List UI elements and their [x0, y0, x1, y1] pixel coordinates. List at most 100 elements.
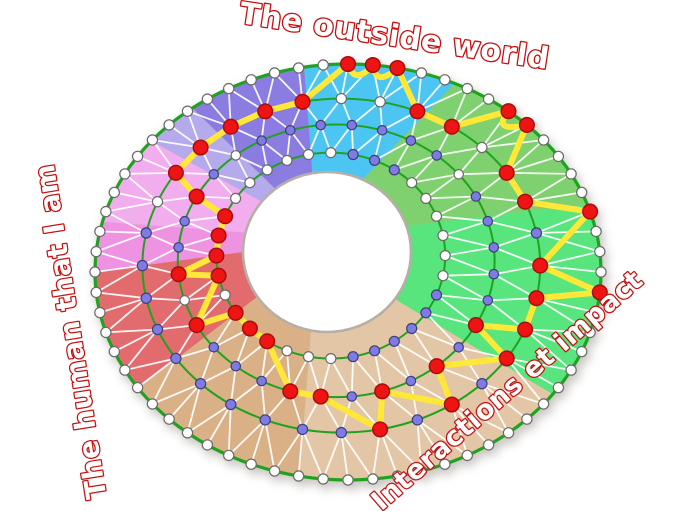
node-purple — [482, 295, 494, 306]
node-purple — [296, 423, 309, 436]
node-white — [244, 177, 256, 189]
mesh-line — [486, 220, 538, 234]
mesh-line — [297, 428, 304, 477]
mesh-line — [105, 200, 159, 213]
node-white — [521, 413, 533, 425]
mesh-line — [260, 380, 267, 421]
mesh-line — [524, 172, 572, 203]
mesh-line — [379, 72, 423, 103]
node-red — [517, 321, 534, 338]
score-path — [172, 61, 603, 433]
node-white — [374, 96, 386, 108]
mesh-line — [409, 380, 419, 421]
node-purple — [476, 378, 488, 390]
mesh-line — [435, 294, 477, 327]
mesh-line — [329, 124, 353, 154]
node-red — [227, 304, 244, 321]
node-purple — [170, 352, 182, 365]
node-purple — [259, 414, 271, 426]
mesh-line — [124, 171, 177, 175]
node-white — [439, 250, 451, 262]
mesh-line — [186, 382, 202, 434]
mesh-line — [350, 355, 355, 398]
node-white — [181, 427, 194, 439]
node-white — [131, 150, 144, 163]
node-white — [94, 225, 106, 238]
node-white — [163, 119, 175, 131]
mesh-line — [350, 100, 382, 126]
node-white — [151, 195, 164, 208]
mesh-line — [373, 349, 412, 382]
node-white — [430, 210, 443, 222]
node-white — [245, 74, 257, 86]
mesh-line — [416, 418, 446, 466]
mesh-line — [410, 327, 460, 349]
mesh-line — [371, 428, 382, 480]
mesh-line — [322, 431, 343, 480]
node-white — [281, 154, 293, 166]
mesh-line — [322, 64, 343, 100]
node-white — [502, 427, 515, 439]
node-red — [339, 55, 357, 73]
node-white — [437, 270, 449, 282]
node-red — [518, 116, 535, 133]
mesh-line — [151, 357, 177, 405]
mesh-line — [435, 294, 489, 302]
mesh-line — [124, 357, 177, 372]
mesh-line — [168, 382, 202, 421]
mesh-line — [416, 87, 469, 113]
node-purple — [470, 191, 482, 202]
mesh-line — [435, 365, 483, 385]
mesh-line — [105, 210, 148, 234]
node-white — [292, 470, 305, 482]
node-white — [461, 449, 473, 462]
node-purple — [347, 351, 359, 363]
mesh-line — [480, 382, 510, 434]
node-white — [100, 326, 112, 339]
mesh-line — [373, 139, 412, 162]
node-purple — [225, 398, 237, 411]
mesh-line — [444, 246, 495, 257]
node-white — [415, 67, 428, 79]
node-red — [591, 284, 608, 301]
mesh-line — [535, 297, 597, 314]
mesh-line — [264, 418, 276, 472]
node-red — [443, 396, 460, 413]
mesh-line — [393, 154, 438, 171]
node-white — [406, 177, 418, 189]
mesh-line — [199, 365, 237, 385]
node-white — [565, 364, 577, 376]
node-white — [317, 59, 329, 71]
node-white — [268, 67, 281, 79]
mesh-line — [505, 357, 560, 389]
mesh-line — [95, 232, 148, 253]
node-red — [517, 193, 534, 210]
node-white — [576, 345, 588, 358]
mesh-line — [424, 195, 477, 200]
node-white — [584, 326, 596, 339]
mesh-line — [186, 403, 232, 434]
node-purple — [136, 259, 149, 272]
node-white — [476, 141, 488, 154]
node-red — [498, 350, 515, 367]
node-purple — [179, 215, 190, 227]
node-white — [537, 134, 550, 146]
node-red — [374, 383, 391, 400]
node-purple — [406, 322, 418, 335]
node-purple — [488, 242, 500, 253]
mesh-line — [113, 328, 159, 353]
node-red — [428, 358, 445, 375]
mesh-line — [457, 346, 483, 385]
node-purple — [388, 335, 400, 347]
mesh-line — [442, 234, 495, 249]
mesh-line — [379, 428, 423, 472]
node-purple — [430, 289, 443, 301]
node-red — [294, 93, 311, 110]
node-white — [222, 449, 235, 462]
node-purple — [335, 426, 347, 439]
mesh-line — [450, 403, 490, 446]
mesh-line — [234, 154, 269, 171]
mesh-line — [151, 382, 202, 405]
node-red — [259, 333, 276, 350]
